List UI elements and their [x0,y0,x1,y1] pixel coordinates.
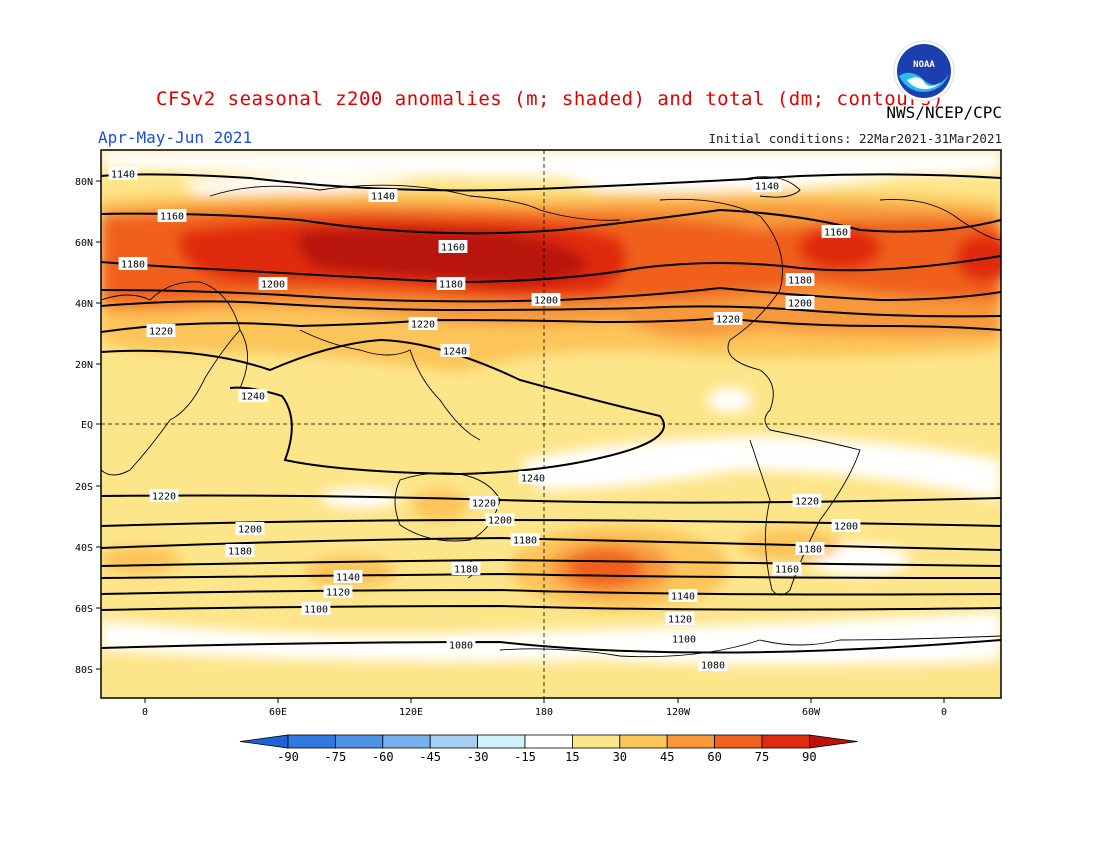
contour-label: 1180 [788,276,812,287]
height-contours [101,173,1001,654]
colorbar-swatch [429,734,479,749]
colorbar: -90 -75 -60 -45 -30 -15 15 30 45 60 75 90 [239,734,858,764]
contour-label: 1200 [788,299,812,310]
colorbar-swatch [572,734,621,749]
contour-label: 1220 [716,315,740,326]
contour-label: 1140 [111,170,135,181]
lon-label: 60W [802,707,821,718]
contour-label: 1220 [472,499,496,510]
contour-label: 1140 [371,192,395,203]
colorbar-swatch [666,734,716,749]
lat-label: 40N [75,299,93,310]
colorbar-tick-label: 60 [707,750,721,764]
lat-label: 60N [75,238,93,249]
contour-label: 1080 [449,641,473,652]
colorbar-swatch [619,734,668,749]
lon-label: 180 [535,707,553,718]
lat-label: 80S [75,665,93,676]
contour-label: 1240 [521,474,545,485]
contour-label: 1240 [241,392,265,403]
colorbar-swatch [524,734,573,749]
colorbar-tick-label: 90 [802,750,816,764]
agency-label: NWS/NCEP/CPC [886,103,1002,122]
colorbar-tick-label: -75 [325,750,347,764]
lat-label: EQ [81,420,93,431]
colorbar-swatch [382,734,431,749]
initial-conditions-label: Initial conditions: 22Mar2021-31Mar2021 [708,131,1003,146]
colorbar-tick-label: -30 [467,750,489,764]
contour-label: 1220 [149,327,173,338]
contour-label: 1140 [671,592,695,603]
contour-label: 1200 [488,516,512,527]
noaa-logo-icon: NOAA [893,40,955,102]
colorbar-swatch [761,734,810,749]
lat-label: 80N [75,177,93,188]
contour-label: 1200 [238,525,262,536]
contour-label: 1100 [304,605,328,616]
contour-label: 1180 [798,545,822,556]
lat-label: 20N [75,360,93,371]
colorbar-swatch [477,734,526,749]
contour-label: 1160 [775,565,799,576]
colorbar-swatch [287,734,336,749]
contour-label: 1180 [228,547,252,558]
coastlines [101,176,1001,658]
contour-label: 1120 [668,615,692,626]
contour-label: 1140 [755,182,779,193]
contour-label: 1200 [261,280,285,291]
contour-label: 1220 [152,492,176,503]
lat-label: 20S [75,482,93,493]
logo-text: NOAA [913,60,935,70]
contour-label: 1180 [454,565,478,576]
contour-label: 1220 [795,497,819,508]
contour-label: 1220 [411,320,435,331]
colorbar-tick-label: 45 [660,750,674,764]
season-label: Apr-May-Jun 2021 [98,128,253,147]
contour-label: 1240 [443,347,467,358]
contour-label: 1120 [326,588,350,599]
colorbar-arrow-low [239,734,289,749]
map-frame [100,149,1002,699]
colorbar-swatch [714,734,763,749]
contour-label: 1160 [824,228,848,239]
longitude-labels: 0 60E 120E 180 120W 60W 0 [142,698,947,718]
contour-label: 1140 [336,573,360,584]
anomaly-shading [101,150,1001,698]
lon-label: 0 [142,707,148,718]
colorbar-tick-label: 15 [565,750,579,764]
colorbar-tick-label: 30 [613,750,627,764]
lon-label: 120W [666,707,691,718]
lon-label: 60E [269,707,287,718]
contour-label: 1180 [513,536,537,547]
contour-label: 1180 [439,280,463,291]
lat-label: 60S [75,604,93,615]
contour-label: 1180 [121,260,145,271]
lat-label: 40S [75,543,93,554]
colorbar-tick-label: -15 [514,750,536,764]
chart-title: CFSv2 seasonal z200 anomalies (m; shaded… [156,88,944,110]
lon-label: 120E [399,707,423,718]
contour-label: 1160 [160,212,184,223]
contour-label: 1100 [672,635,696,646]
contour-label: 1080 [701,661,725,672]
contour-label: 1160 [441,243,465,254]
contour-label: 1200 [834,522,858,533]
colorbar-tick-label: -60 [372,750,394,764]
latitude-labels: 80N 60N 40N 20N EQ 20S 40S 60S 80S [75,177,101,676]
contour-label: 1200 [534,296,558,307]
colorbar-tick-label: -90 [277,750,299,764]
colorbar-tick-label: -45 [419,750,441,764]
colorbar-swatch [334,734,384,749]
colorbar-tick-label: 75 [755,750,769,764]
colorbar-arrow-high [809,734,858,749]
lon-label: 0 [941,707,947,718]
